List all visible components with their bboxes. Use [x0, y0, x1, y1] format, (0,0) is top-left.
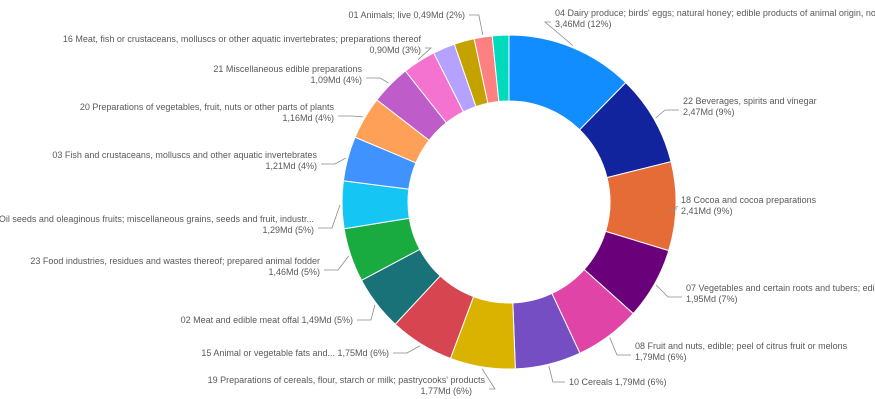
- leader-line: [321, 157, 346, 165]
- leader-line: [393, 345, 421, 354]
- slice-label-name: 21 Miscellaneous edible preparations: [213, 64, 362, 74]
- slice-label: 15 Animal or vegetable fats and... 1,75M…: [201, 348, 389, 358]
- leader-line: [338, 115, 364, 118]
- leader-line: [481, 368, 496, 390]
- slice-label-name: 03 Fish and crustaceans, molluscs and ot…: [52, 150, 317, 160]
- slice-label-value: 3,46Md (12%): [555, 19, 612, 29]
- slice-label-value: 2,41Md (9%): [681, 206, 733, 216]
- slice-label-value: 2,47Md (9%): [683, 107, 735, 117]
- leader-line: [548, 366, 565, 383]
- slice-label-name: 16 Meat, fish or crustaceans, molluscs o…: [63, 34, 422, 44]
- leader-line: [670, 205, 679, 210]
- leader-lines: [318, 14, 682, 390]
- slice-label-name: 07 Vegetables and certain roots and tube…: [686, 283, 875, 293]
- leader-line: [417, 47, 433, 60]
- slice-label: 10 Cereals 1,79Md (6%): [569, 377, 667, 387]
- leader-line: [655, 109, 679, 119]
- slice-label-value: 0,90Md (3%): [369, 45, 421, 55]
- slice-label-value: 1,21Md (4%): [265, 161, 317, 171]
- slice-label-value: 1,46Md (5%): [268, 267, 320, 277]
- donut-slice[interactable]: [491, 34, 510, 103]
- slice-label-name: 22 Beverages, spirits and vinegar: [683, 96, 817, 106]
- leader-line: [318, 204, 341, 229]
- slice-label-name: 19 Preparations of cereals, flour, starc…: [208, 375, 486, 385]
- slice-label-value: 1,16Md (4%): [282, 113, 334, 123]
- slice-label-name: 08 Fruit and nuts, edible; peel of citru…: [635, 341, 848, 351]
- slice-label-name: 04 Dairy produce; birds' eggs; natural h…: [555, 8, 875, 18]
- slice-label: 02 Meat and edible meat offal 1,49Md (5%…: [181, 315, 353, 325]
- leader-line: [609, 337, 631, 356]
- slice-label-value: 1,09Md (4%): [310, 75, 362, 85]
- slice-label-name: 12 Oil seeds and oleaginous fruits; misc…: [0, 214, 314, 224]
- leader-line: [357, 304, 376, 321]
- donut-slices: [341, 34, 677, 370]
- slice-label-name: 23 Food industries, residues and wastes …: [30, 256, 320, 266]
- slice-label-name: 18 Cocoa and cocoa preparations: [681, 195, 817, 205]
- slice-label-value: 1,29Md (5%): [262, 225, 314, 235]
- leader-line: [543, 21, 574, 46]
- slice-label-value: 1,95Md (7%): [686, 294, 738, 304]
- slice-labels: 04 Dairy produce; birds' eggs; natural h…: [0, 8, 875, 396]
- leader-line: [655, 284, 682, 298]
- slice-label-value: 1,77Md (6%): [420, 386, 472, 396]
- leader-line: [324, 255, 350, 271]
- slice-label: 01 Animals; live 0,49Md (2%): [348, 10, 465, 20]
- slice-label-name: 20 Preparations of vegetables, fruit, nu…: [80, 102, 335, 112]
- leader-line: [469, 14, 484, 36]
- leader-line: [366, 77, 390, 84]
- slice-label-value: 1,79Md (6%): [635, 352, 687, 362]
